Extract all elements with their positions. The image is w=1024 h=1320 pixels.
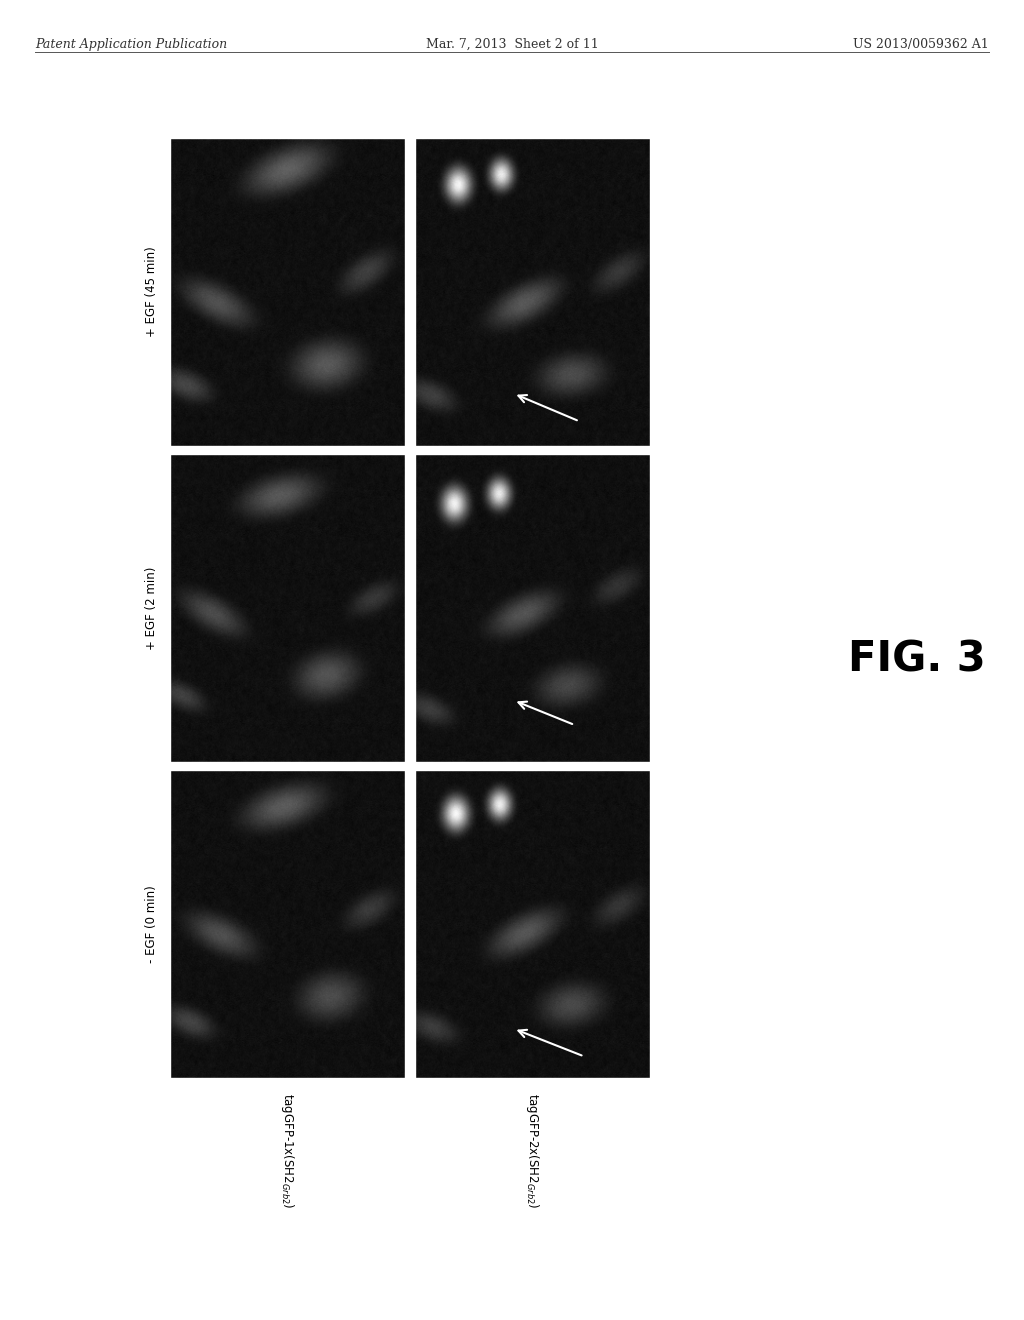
Text: FIG. 3: FIG. 3 (848, 639, 986, 681)
Text: tagGFP-2x(SH2$_{Grb2}$): tagGFP-2x(SH2$_{Grb2}$) (524, 1093, 541, 1209)
Text: Patent Application Publication: Patent Application Publication (35, 38, 227, 51)
Text: Mar. 7, 2013  Sheet 2 of 11: Mar. 7, 2013 Sheet 2 of 11 (426, 38, 598, 51)
Text: US 2013/0059362 A1: US 2013/0059362 A1 (853, 38, 989, 51)
Text: + EGF (2 min): + EGF (2 min) (145, 566, 158, 649)
Text: - EGF (0 min): - EGF (0 min) (145, 886, 158, 962)
Text: tagGFP-1x(SH2$_{Grb2}$): tagGFP-1x(SH2$_{Grb2}$) (279, 1093, 296, 1209)
Text: + EGF (45 min): + EGF (45 min) (145, 247, 158, 338)
